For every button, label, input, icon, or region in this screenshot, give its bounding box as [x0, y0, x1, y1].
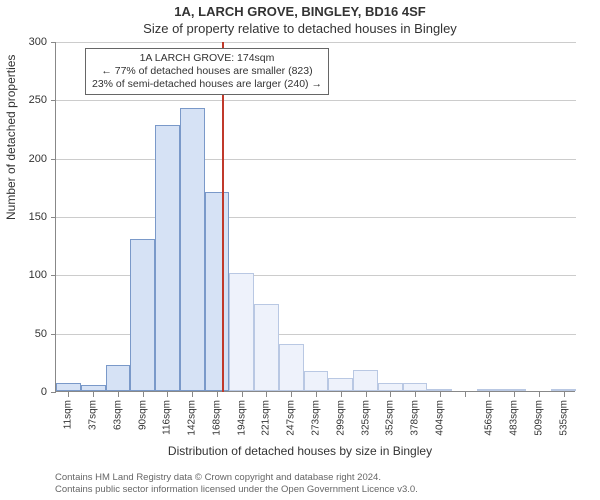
y-tick-label: 250: [7, 94, 47, 106]
histogram-chart: 11sqm37sqm63sqm90sqm116sqm142sqm168sqm19…: [55, 42, 575, 392]
x-tick-label: 116sqm: [162, 400, 173, 435]
x-tick-label: 535sqm: [558, 400, 569, 436]
x-tick: [390, 392, 391, 397]
histogram-bar: [551, 389, 576, 391]
y-tick: [51, 217, 56, 218]
grid-line: [56, 159, 576, 160]
grid-line: [56, 100, 576, 101]
x-tick-label: 194sqm: [236, 400, 247, 436]
page-title-desc: Size of property relative to detached ho…: [0, 21, 600, 36]
y-tick-label: 300: [7, 36, 47, 48]
y-tick: [51, 334, 56, 335]
annotation-line-3: 23% of semi-detached houses are larger (…: [92, 78, 322, 91]
x-tick-label: 299sqm: [335, 400, 346, 436]
annotation-line-2: ← 77% of detached houses are smaller (82…: [92, 65, 322, 78]
footer-line-2: Contains public sector information licen…: [55, 484, 600, 496]
x-tick: [564, 392, 565, 397]
x-tick: [68, 392, 69, 397]
histogram-bar: [279, 344, 304, 391]
y-tick-label: 200: [7, 153, 47, 165]
grid-line: [56, 42, 576, 43]
x-tick-label: 142sqm: [187, 400, 198, 436]
x-tick-label: 509sqm: [533, 400, 544, 436]
y-tick: [51, 275, 56, 276]
y-tick: [51, 392, 56, 393]
x-tick-label: 247sqm: [286, 400, 297, 436]
y-tick-label: 100: [7, 269, 47, 281]
x-tick-label: 378sqm: [410, 400, 421, 436]
histogram-bar: [403, 383, 428, 391]
x-tick: [266, 392, 267, 397]
histogram-bar: [155, 125, 180, 391]
x-tick: [93, 392, 94, 397]
x-tick-label: 221sqm: [261, 400, 272, 436]
x-tick-label: 37sqm: [88, 400, 99, 430]
histogram-bar: [477, 389, 502, 391]
y-tick-label: 0: [7, 386, 47, 398]
histogram-bar: [254, 304, 279, 392]
histogram-bar: [229, 273, 254, 391]
grid-line: [56, 217, 576, 218]
x-tick: [316, 392, 317, 397]
x-tick: [440, 392, 441, 397]
footer-line-1: Contains HM Land Registry data © Crown c…: [55, 472, 600, 484]
histogram-bar: [353, 370, 378, 391]
histogram-bar: [304, 371, 329, 391]
x-tick: [539, 392, 540, 397]
page-title-address: 1A, LARCH GROVE, BINGLEY, BD16 4SF: [0, 4, 600, 19]
histogram-bar: [502, 389, 527, 391]
x-tick: [341, 392, 342, 397]
x-tick-label: 11sqm: [63, 400, 74, 429]
histogram-bar: [180, 108, 205, 392]
footer-attribution: Contains HM Land Registry data © Crown c…: [55, 472, 600, 497]
annotation-line-1: 1A LARCH GROVE: 174sqm: [92, 52, 322, 65]
x-tick: [415, 392, 416, 397]
x-tick-label: 352sqm: [385, 400, 396, 436]
annotation-box: 1A LARCH GROVE: 174sqm ← 77% of detached…: [85, 48, 329, 95]
x-axis-label: Distribution of detached houses by size …: [0, 444, 600, 458]
x-tick: [192, 392, 193, 397]
histogram-bar: [205, 192, 230, 392]
x-tick: [167, 392, 168, 397]
y-axis-label: Number of detached properties: [4, 55, 18, 220]
x-tick: [489, 392, 490, 397]
x-tick: [291, 392, 292, 397]
histogram-bar: [378, 383, 403, 391]
histogram-bar: [81, 385, 106, 391]
histogram-bar: [106, 365, 131, 391]
y-tick: [51, 100, 56, 101]
histogram-bar: [56, 383, 81, 391]
x-tick-label: 168sqm: [211, 400, 222, 436]
y-tick-label: 50: [7, 328, 47, 340]
x-tick-label: 483sqm: [509, 400, 520, 436]
x-tick: [242, 392, 243, 397]
x-tick: [143, 392, 144, 397]
y-tick-label: 150: [7, 211, 47, 223]
x-tick-label: 325sqm: [360, 400, 371, 436]
x-tick-label: 404sqm: [434, 400, 445, 436]
histogram-bar: [427, 389, 452, 391]
histogram-bar: [328, 378, 353, 391]
x-tick-label: 456sqm: [484, 400, 495, 436]
x-tick-label: 63sqm: [112, 400, 123, 430]
x-tick-label: 90sqm: [137, 400, 148, 430]
y-tick: [51, 42, 56, 43]
x-tick: [514, 392, 515, 397]
x-tick: [118, 392, 119, 397]
x-tick: [366, 392, 367, 397]
x-tick: [465, 392, 466, 397]
x-tick-label: 273sqm: [311, 400, 322, 436]
histogram-bar: [130, 239, 155, 391]
x-tick: [217, 392, 218, 397]
y-tick: [51, 159, 56, 160]
